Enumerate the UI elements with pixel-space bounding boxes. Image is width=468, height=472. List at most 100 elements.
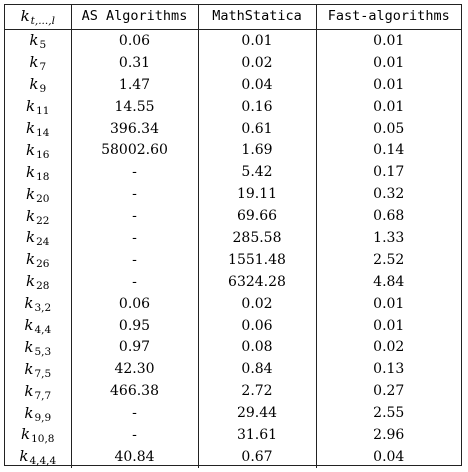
fast-algorithms-cell: 1.33	[315, 227, 461, 249]
k-subscript: 14	[36, 127, 50, 139]
k-symbol: k	[26, 228, 36, 247]
timing-table-frame: kt,...,l AS Algorithms MathStatica Fast-…	[4, 4, 462, 468]
k-symbol: k	[19, 447, 29, 466]
table-row: k5,3 0.97 0.08 0.02	[5, 336, 461, 359]
k-symbol: k	[26, 184, 36, 203]
k-symbol: k	[26, 272, 36, 291]
as-algorithms-cell: -	[70, 205, 198, 228]
table-row: k7,7 466.38 2.72 0.27	[5, 380, 461, 403]
mathstatica-cell: 2.72	[197, 380, 316, 403]
mathstatica-cell: 285.58	[197, 227, 316, 249]
as-algorithms-cell: -	[70, 270, 198, 293]
cumulant-cell: k5,3	[5, 336, 71, 358]
timing-table: kt,...,l AS Algorithms MathStatica Fast-…	[5, 5, 461, 468]
as-algorithms-cell: 40.84	[70, 445, 198, 468]
k-symbol: k	[26, 162, 36, 181]
mathstatica-cell: 0.61	[197, 117, 316, 140]
header-mathstatica: MathStatica	[197, 5, 316, 30]
as-algorithms-cell: 0.31	[70, 51, 198, 74]
as-algorithms-cell: 0.97	[70, 336, 198, 359]
k-symbol: k	[26, 140, 36, 159]
cumulant-cell: k11	[5, 96, 71, 118]
header-cumulant-index: kt,...,l	[5, 5, 71, 30]
cumulant-cell: k28	[5, 271, 71, 293]
header-as-algorithms: AS Algorithms	[70, 5, 198, 30]
table-row: k28-6324.28 4.84	[5, 270, 461, 293]
fast-algorithms-cell: 4.84	[315, 270, 461, 293]
mathstatica-cell: 0.02	[197, 292, 316, 315]
as-algorithms-cell: -	[70, 161, 198, 184]
as-algorithms-cell: 14.55	[70, 95, 198, 118]
table-row: k24-285.58 1.33	[5, 227, 461, 249]
k-subscript: 26	[36, 258, 50, 271]
mathstatica-cell: 19.11	[197, 183, 316, 206]
mathstatica-cell: 1551.48	[197, 248, 316, 271]
fast-algorithms-cell: 0.13	[315, 358, 461, 381]
k-symbol: k	[21, 425, 31, 444]
fast-algorithms-cell: 0.01	[315, 95, 461, 118]
k-subscript: 24	[36, 236, 50, 249]
table-row: k5 0.06 0.01 0.01	[5, 29, 461, 52]
k-subscript: 22	[36, 214, 50, 227]
k-subscript: 5,3	[34, 345, 52, 358]
table-row: k10,8-31.61 2.96	[5, 424, 461, 446]
table-row: k7 0.31 0.02 0.01	[5, 51, 461, 74]
mathstatica-cell: 0.16	[197, 95, 316, 118]
k-subscript: 16	[36, 148, 50, 161]
k-symbol: k	[24, 294, 34, 313]
fast-algorithms-cell: 0.04	[315, 445, 461, 468]
fast-algorithms-cell: 0.05	[315, 117, 461, 140]
fast-algorithms-cell: 0.17	[315, 161, 461, 184]
cumulant-cell: k5	[5, 30, 71, 52]
header-k-symbol: k	[20, 7, 30, 26]
as-algorithms-cell: -	[70, 402, 198, 425]
table-row: k14 396.34 0.61 0.05	[5, 117, 461, 140]
k-subscript: 7,5	[34, 367, 52, 380]
table-row: k4,4,4 40.84 0.67 0.04	[5, 445, 461, 468]
header-k-subscript: t,...,l	[30, 15, 55, 28]
k-subscript: 7	[39, 61, 47, 74]
fast-algorithms-cell: 0.68	[315, 205, 461, 228]
fast-algorithms-cell: 0.14	[315, 139, 461, 162]
k-subscript: 9	[39, 83, 47, 96]
cumulant-cell: k20	[5, 183, 71, 205]
as-algorithms-cell: -	[70, 248, 198, 271]
as-algorithms-cell: 1.47	[70, 73, 198, 96]
mathstatica-cell: 0.67	[197, 445, 316, 468]
fast-algorithms-cell: 2.55	[315, 402, 461, 425]
mathstatica-cell: 29.44	[197, 402, 316, 425]
k-symbol: k	[26, 250, 36, 269]
as-algorithms-cell: 0.06	[70, 292, 198, 315]
k-subscript: 20	[36, 192, 50, 205]
k-subscript: 4,4,4	[29, 455, 57, 468]
k-subscript: 9,9	[34, 411, 52, 424]
fast-algorithms-cell: 0.02	[315, 336, 461, 359]
mathstatica-cell: 1.69	[197, 139, 316, 162]
as-algorithms-cell: 0.95	[70, 314, 198, 337]
table-row: k16 58002.60 1.69 0.14	[5, 139, 461, 162]
header-fast-algorithms: Fast-algorithms	[315, 5, 461, 30]
k-symbol: k	[26, 206, 36, 225]
k-symbol: k	[24, 316, 34, 335]
k-subscript: 11	[36, 105, 50, 118]
fast-algorithms-cell: 2.96	[315, 424, 461, 446]
cumulant-cell: k24	[5, 227, 71, 249]
cumulant-cell: k7	[5, 52, 71, 74]
cumulant-cell: k7,7	[5, 380, 71, 402]
k-symbol: k	[29, 53, 39, 72]
mathstatica-cell: 0.84	[197, 358, 316, 381]
fast-algorithms-cell: 0.32	[315, 183, 461, 206]
as-algorithms-cell: 396.34	[70, 117, 198, 140]
table-row: k4,4 0.95 0.06 0.01	[5, 314, 461, 337]
k-symbol: k	[26, 97, 36, 116]
k-subscript: 18	[36, 170, 50, 183]
mathstatica-cell: 0.01	[197, 29, 316, 52]
k-subscript: 4,4	[34, 324, 52, 337]
mathstatica-cell: 31.61	[197, 424, 316, 446]
table-row: k9 1.47 0.04 0.01	[5, 73, 461, 96]
fast-algorithms-cell: 0.01	[315, 73, 461, 96]
header-row: kt,...,l AS Algorithms MathStatica Fast-…	[5, 5, 461, 30]
cumulant-cell: k26	[5, 249, 71, 271]
mathstatica-cell: 5.42	[197, 161, 316, 184]
cumulant-cell: k16	[5, 139, 71, 161]
